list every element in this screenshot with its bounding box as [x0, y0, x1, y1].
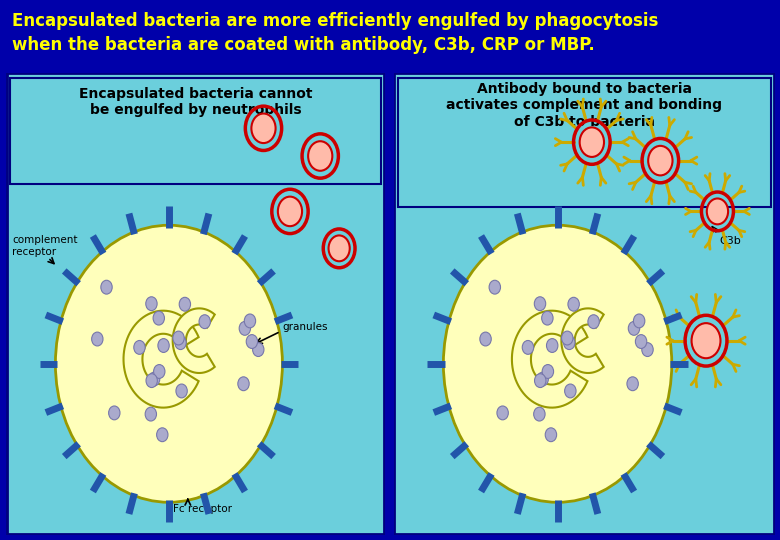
Circle shape	[534, 407, 545, 421]
Polygon shape	[172, 308, 214, 373]
Text: Fc receptor: Fc receptor	[173, 504, 232, 514]
Circle shape	[179, 298, 190, 311]
Circle shape	[146, 297, 157, 310]
Circle shape	[443, 225, 672, 502]
Circle shape	[633, 314, 645, 328]
Text: granules: granules	[282, 322, 328, 332]
Circle shape	[562, 331, 573, 345]
FancyBboxPatch shape	[398, 78, 771, 207]
Circle shape	[534, 297, 546, 310]
Circle shape	[642, 343, 653, 356]
Circle shape	[545, 428, 557, 442]
Circle shape	[158, 339, 169, 353]
Circle shape	[648, 146, 672, 176]
Circle shape	[154, 364, 165, 379]
Circle shape	[692, 323, 721, 358]
Text: Antibody bound to bacteria
activates complement and bonding
of C3b to bacteria: Antibody bound to bacteria activates com…	[446, 82, 722, 129]
Circle shape	[547, 339, 558, 353]
FancyBboxPatch shape	[6, 73, 385, 534]
Circle shape	[146, 374, 158, 388]
Circle shape	[199, 315, 211, 329]
Text: complement
receptor: complement receptor	[12, 235, 77, 257]
Circle shape	[568, 298, 580, 311]
Circle shape	[148, 372, 160, 386]
Circle shape	[541, 311, 553, 325]
Circle shape	[134, 341, 145, 354]
Circle shape	[176, 384, 187, 398]
Circle shape	[157, 428, 168, 442]
Circle shape	[238, 377, 249, 390]
Circle shape	[537, 372, 548, 386]
Circle shape	[542, 364, 554, 379]
Polygon shape	[512, 310, 587, 408]
Polygon shape	[123, 310, 199, 408]
Circle shape	[628, 321, 640, 335]
Circle shape	[588, 315, 599, 329]
Circle shape	[497, 406, 509, 420]
Circle shape	[239, 321, 250, 335]
Circle shape	[308, 141, 332, 171]
FancyBboxPatch shape	[10, 78, 381, 184]
Circle shape	[278, 197, 302, 226]
Text: Encapsulated bacteria cannot
be engulfed by neutrophils: Encapsulated bacteria cannot be engulfed…	[79, 87, 312, 117]
Text: C3b: C3b	[719, 237, 741, 246]
Circle shape	[563, 336, 575, 349]
Circle shape	[636, 335, 647, 348]
Circle shape	[580, 127, 604, 157]
Circle shape	[145, 407, 157, 421]
Circle shape	[244, 314, 256, 328]
Circle shape	[627, 377, 638, 390]
Circle shape	[173, 331, 184, 345]
Circle shape	[523, 341, 534, 354]
Text: Encapsulated bacteria are more efficiently engulfed by phagocytosis
when the bac: Encapsulated bacteria are more efficient…	[12, 12, 658, 53]
Circle shape	[101, 280, 112, 294]
Circle shape	[253, 343, 264, 356]
Circle shape	[153, 311, 165, 325]
Circle shape	[251, 113, 275, 143]
Circle shape	[175, 336, 186, 349]
Circle shape	[489, 280, 501, 294]
Polygon shape	[562, 308, 604, 373]
Circle shape	[480, 332, 491, 346]
Circle shape	[707, 199, 728, 224]
FancyBboxPatch shape	[394, 73, 775, 534]
Circle shape	[108, 406, 120, 420]
Circle shape	[328, 235, 349, 261]
Circle shape	[565, 384, 576, 398]
Circle shape	[534, 374, 546, 388]
Circle shape	[246, 335, 257, 348]
Circle shape	[55, 225, 282, 502]
Circle shape	[92, 332, 103, 346]
